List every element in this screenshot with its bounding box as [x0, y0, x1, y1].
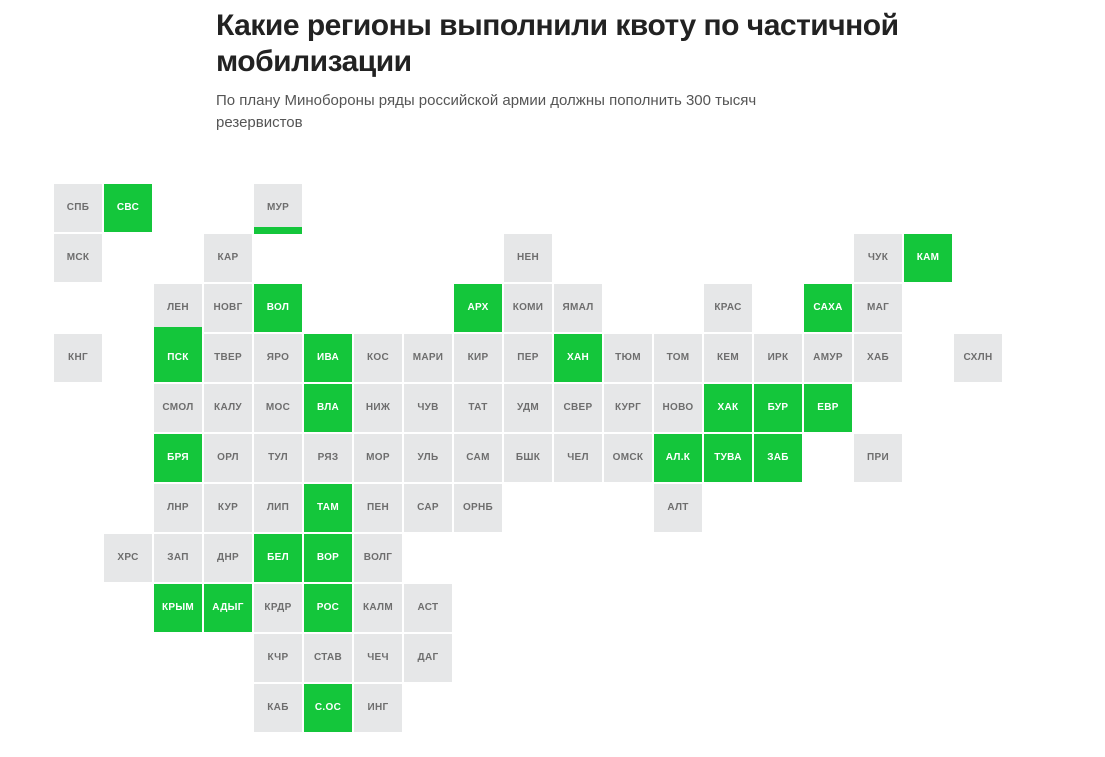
region-tile[interactable]: ВЛА: [304, 384, 352, 432]
region-tile[interactable]: СТАВ: [304, 634, 352, 682]
region-tile[interactable]: ЧЕЛ: [554, 434, 602, 482]
region-tile[interactable]: ТАМ: [304, 484, 352, 532]
region-tile[interactable]: КАР: [204, 234, 252, 282]
region-tile[interactable]: КАБ: [254, 684, 302, 732]
region-tile[interactable]: БУР: [754, 384, 802, 432]
region-tile[interactable]: ТВЕР: [204, 334, 252, 382]
region-tile[interactable]: САР: [404, 484, 452, 532]
region-tile[interactable]: ТУЛ: [254, 434, 302, 482]
region-tile[interactable]: НОВГ: [204, 284, 252, 332]
region-tile[interactable]: ТОМ: [654, 334, 702, 382]
region-tile[interactable]: МАРИ: [404, 334, 452, 382]
region-tile[interactable]: ЯРО: [254, 334, 302, 382]
region-tile[interactable]: ПЕР: [504, 334, 552, 382]
region-tile[interactable]: ДНР: [204, 534, 252, 582]
region-tile[interactable]: КАЛУ: [204, 384, 252, 432]
region-tile[interactable]: ЧУК: [854, 234, 902, 282]
region-tile[interactable]: ВОЛГ: [354, 534, 402, 582]
region-tile[interactable]: МСК: [54, 234, 102, 282]
region-tile[interactable]: КНГ: [54, 334, 102, 382]
region-tile[interactable]: КЧР: [254, 634, 302, 682]
region-tile[interactable]: КУРГ: [604, 384, 652, 432]
root: Какие регионы выполнили квоту по частичн…: [0, 0, 1105, 757]
region-tile[interactable]: СВЕР: [554, 384, 602, 432]
region-tile[interactable]: КОС: [354, 334, 402, 382]
region-tile[interactable]: ЧЕЧ: [354, 634, 402, 682]
region-tile[interactable]: С.ОС: [304, 684, 352, 732]
region-tile[interactable]: АРХ: [454, 284, 502, 332]
tile-grid-map: СПБСВС МУР МСК КАР НЕН ЧУККАМ ЛЕННОВГВОЛ АРХКОМ…: [54, 184, 1105, 732]
region-tile[interactable]: СПБ: [54, 184, 102, 232]
region-tile[interactable]: СХЛН: [954, 334, 1002, 382]
region-tile[interactable]: ОРЛ: [204, 434, 252, 482]
region-tile[interactable]: ОМСК: [604, 434, 652, 482]
region-tile[interactable]: ЧУВ: [404, 384, 452, 432]
region-tile[interactable]: КРЫМ: [154, 584, 202, 632]
region-tile[interactable]: АЛ.К: [654, 434, 702, 482]
region-tile[interactable]: ХРС: [104, 534, 152, 582]
region-tile[interactable]: СМОЛ: [154, 384, 202, 432]
region-tile[interactable]: ТУВА: [704, 434, 752, 482]
region-tile[interactable]: ЗАП: [154, 534, 202, 582]
region-tile[interactable]: АДЫГ: [204, 584, 252, 632]
region-tile[interactable]: ПРИ: [854, 434, 902, 482]
region-tile[interactable]: БШК: [504, 434, 552, 482]
region-tile[interactable]: ХАК: [704, 384, 752, 432]
region-tile[interactable]: МУР: [254, 184, 302, 232]
region-tile[interactable]: ЯМАЛ: [554, 284, 602, 332]
region-tile[interactable]: ИРК: [754, 334, 802, 382]
region-tile[interactable]: ХАБ: [854, 334, 902, 382]
region-tile[interactable]: САХА: [804, 284, 852, 332]
region-tile[interactable]: РОС: [304, 584, 352, 632]
region-tile[interactable]: НОВО: [654, 384, 702, 432]
region-tile[interactable]: БЕЛ: [254, 534, 302, 582]
region-tile[interactable]: НИЖ: [354, 384, 402, 432]
region-tile[interactable]: ВОЛ: [254, 284, 302, 332]
region-tile[interactable]: БРЯ: [154, 434, 202, 482]
region-tile[interactable]: ОРНБ: [454, 484, 502, 532]
region-tile[interactable]: КАМ: [904, 234, 952, 282]
page-title: Какие регионы выполнили квоту по частичн…: [216, 8, 925, 80]
region-tile[interactable]: РЯЗ: [304, 434, 352, 482]
region-tile[interactable]: ПЕН: [354, 484, 402, 532]
region-tile[interactable]: АЛТ: [654, 484, 702, 532]
region-tile[interactable]: ЗАБ: [754, 434, 802, 482]
region-tile[interactable]: МОС: [254, 384, 302, 432]
region-tile[interactable]: КОМИ: [504, 284, 552, 332]
page-subtitle: По плану Минобороны ряды российской арми…: [216, 90, 776, 134]
region-tile[interactable]: МОР: [354, 434, 402, 482]
region-tile[interactable]: АМУР: [804, 334, 852, 382]
region-tile[interactable]: УЛЬ: [404, 434, 452, 482]
region-tile[interactable]: ЛЕН: [154, 284, 202, 332]
region-tile[interactable]: ХАН: [554, 334, 602, 382]
region-tile[interactable]: ДАГ: [404, 634, 452, 682]
region-tile[interactable]: КРАС: [704, 284, 752, 332]
region-tile[interactable]: ЕВР: [804, 384, 852, 432]
region-tile[interactable]: УДМ: [504, 384, 552, 432]
header: Какие регионы выполнили квоту по частичн…: [216, 8, 925, 134]
region-tile[interactable]: КРДР: [254, 584, 302, 632]
region-tile[interactable]: АСТ: [404, 584, 452, 632]
region-tile[interactable]: ИНГ: [354, 684, 402, 732]
region-tile[interactable]: САМ: [454, 434, 502, 482]
region-tile[interactable]: КУР: [204, 484, 252, 532]
map-container: СПБСВС МУР МСК КАР НЕН ЧУККАМ ЛЕННОВГВОЛ АРХКОМ…: [0, 184, 1105, 732]
region-tile[interactable]: МАГ: [854, 284, 902, 332]
region-tile[interactable]: КИР: [454, 334, 502, 382]
region-tile[interactable]: КАЛМ: [354, 584, 402, 632]
region-tile[interactable]: СВС: [104, 184, 152, 232]
region-tile[interactable]: КЕМ: [704, 334, 752, 382]
region-tile[interactable]: ПСК: [154, 334, 202, 382]
region-tile[interactable]: НЕН: [504, 234, 552, 282]
region-tile[interactable]: ЛИП: [254, 484, 302, 532]
region-tile[interactable]: ВОР: [304, 534, 352, 582]
region-tile[interactable]: ТЮМ: [604, 334, 652, 382]
region-tile[interactable]: ЛНР: [154, 484, 202, 532]
region-tile[interactable]: ИВА: [304, 334, 352, 382]
region-tile[interactable]: ТАТ: [454, 384, 502, 432]
